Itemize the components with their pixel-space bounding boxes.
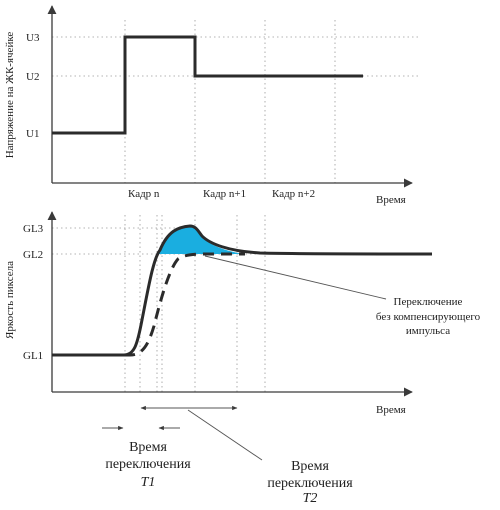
voltage-x-label: Время <box>376 194 406 206</box>
tick-u2: U2 <box>26 71 39 83</box>
callout-line-1: Переключение <box>394 296 463 308</box>
tick-u3: U3 <box>26 32 40 44</box>
t2-label-line-1: Время <box>291 459 329 474</box>
response-without-overdrive <box>52 252 245 357</box>
response-with-overdrive <box>52 224 433 357</box>
callout-line-3: импульса <box>406 325 450 337</box>
tick-gl3: GL3 <box>23 223 44 235</box>
t2-leader <box>187 409 263 461</box>
t1-symbol: T1 <box>141 475 156 490</box>
tick-gl1: GL1 <box>23 350 43 362</box>
brightness-y-label: Яркость пиксела <box>4 261 16 339</box>
t2-label-line-2: переключения <box>267 476 353 491</box>
switching-time-annotations: Время переключения T1 Время переключения… <box>102 405 353 506</box>
brightness-chart: Яркость пиксела GL3 GL2 GL1 Время Перекл… <box>4 211 481 416</box>
frame-label-n2: Кадр n+2 <box>272 188 315 200</box>
brightness-x-label: Время <box>376 404 406 416</box>
tick-u1: U1 <box>26 128 39 140</box>
callout-line-2: без компенсирующего <box>376 311 481 323</box>
overshoot-area <box>159 226 243 254</box>
t1-label-line-2: переключения <box>105 457 191 472</box>
callout-leader <box>204 255 387 300</box>
voltage-y-label: Напряжение на ЖК-ячейке <box>4 32 16 159</box>
frame-label-n: Кадр n <box>128 188 160 200</box>
frame-label-n1: Кадр n+1 <box>203 188 246 200</box>
voltage-chart: Напряжение на ЖК-ячейке U3 U2 U1 Кадр n … <box>4 5 420 206</box>
t1-label-line-1: Время <box>129 440 167 455</box>
voltage-signal <box>52 35 363 135</box>
t2-symbol: T2 <box>303 491 318 505</box>
tick-gl2: GL2 <box>23 249 43 261</box>
